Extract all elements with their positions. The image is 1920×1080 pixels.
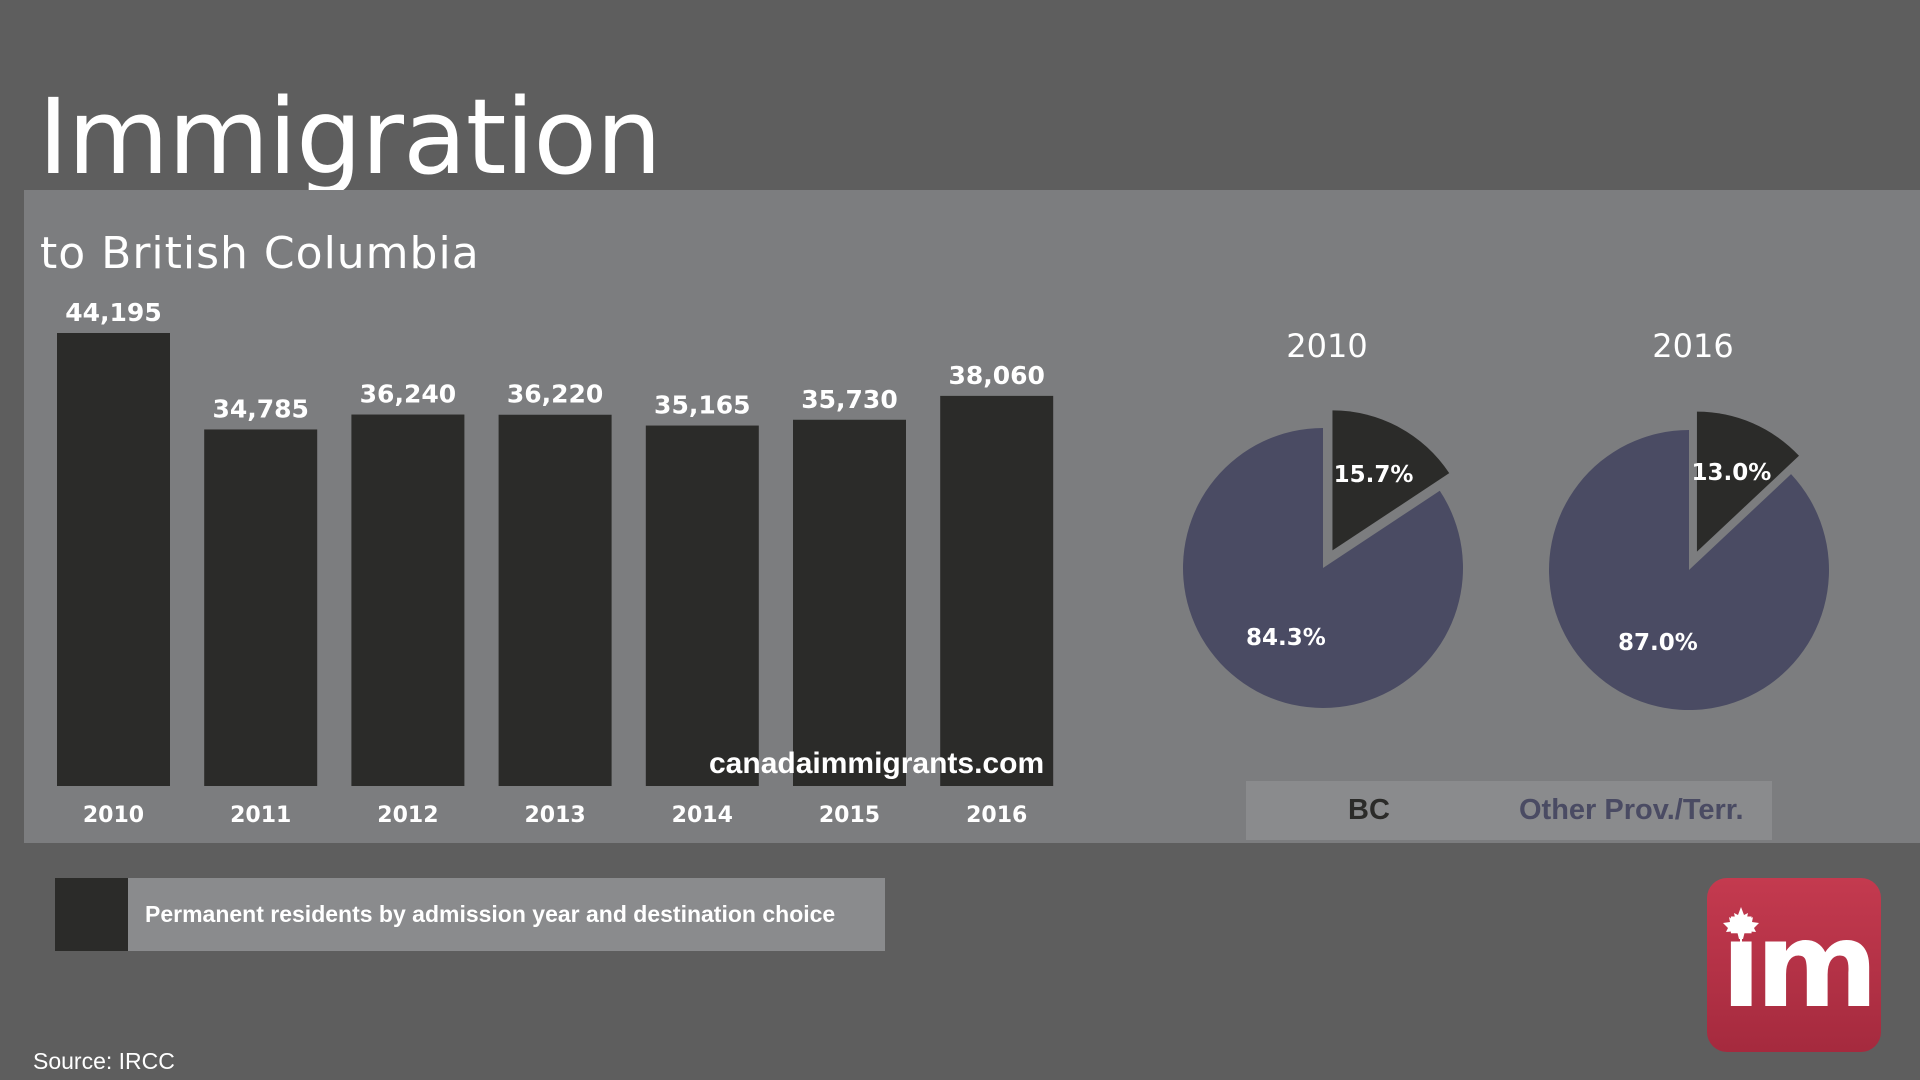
logo: im — [1707, 878, 1881, 1052]
bar-2013 — [498, 414, 612, 786]
pie-title: 2016 — [1652, 327, 1733, 365]
chart-panel: to British Columbia 44,195 2010 34,785 2011… — [24, 190, 1920, 843]
legend-item-bc: BC — [1348, 794, 1390, 826]
bar-value-label: 36,240 — [360, 380, 456, 409]
bar-value-label: 36,220 — [507, 380, 603, 409]
legend-swatch — [55, 878, 128, 951]
pie-slice-bc — [1332, 410, 1450, 551]
x-tick-label: 2011 — [230, 803, 291, 828]
pie-legend: BC Other Prov./Terr. — [1246, 781, 1772, 840]
page-title: Immigration — [38, 76, 662, 198]
pie-slice-other — [1549, 430, 1829, 710]
x-tick-label: 2012 — [377, 803, 438, 828]
page-subtitle: to British Columbia — [40, 228, 480, 279]
bar-2012 — [351, 414, 465, 786]
bar-value-label: 44,195 — [65, 298, 161, 327]
legend-item-other: Other Prov./Terr. — [1519, 794, 1744, 826]
x-tick-label: 2010 — [83, 803, 144, 828]
source-note: Source: IRCC — [33, 1048, 175, 1074]
bar-2016 — [940, 395, 1054, 786]
bar-value-label: 34,785 — [212, 394, 308, 423]
x-tick-label: 2015 — [819, 803, 880, 828]
pie-pct-other: 84.3% — [1246, 625, 1326, 651]
bar-legend: Permanent residents by admission year an… — [55, 878, 885, 951]
bar-2010 — [57, 333, 170, 786]
bar-2011 — [204, 429, 318, 786]
pie-pct-other: 87.0% — [1618, 630, 1698, 656]
bar-value-label: 35,165 — [654, 391, 750, 420]
x-tick-label: 2013 — [524, 803, 585, 828]
pie-title: 2010 — [1286, 327, 1367, 365]
x-tick-label: 2016 — [966, 803, 1027, 828]
bar-2014 — [645, 425, 759, 786]
x-tick-label: 2014 — [672, 803, 733, 828]
watermark: canadaimmigrants.com — [709, 747, 1045, 780]
chart-canvas: 44,195 2010 34,785 2011 36,240 2012 36,220 2013… — [57, 298, 1829, 828]
bar-2015 — [793, 419, 906, 786]
pie-slice-other — [1183, 428, 1463, 708]
pie-slice-bc — [1696, 411, 1799, 552]
pie-pct-bc: 15.7% — [1334, 462, 1414, 488]
maple-leaf-icon — [1723, 907, 1759, 945]
bar-value-label: 35,730 — [801, 385, 897, 414]
bar-value-label: 38,060 — [948, 361, 1044, 390]
legend-caption: Permanent residents by admission year an… — [145, 901, 836, 927]
pie-pct-bc: 13.0% — [1692, 460, 1772, 486]
